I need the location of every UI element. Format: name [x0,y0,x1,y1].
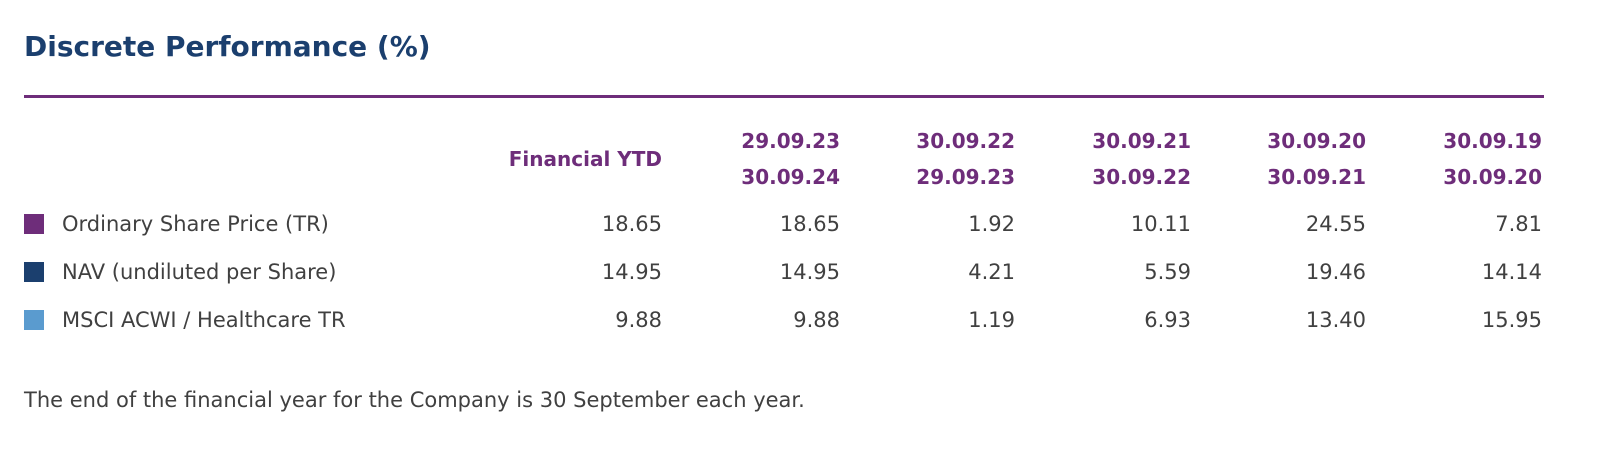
column-header-period-1: 29.09.23 30.09.24 [741,123,840,195]
page-title: Discrete Performance (%) [24,30,431,63]
table-row-ordinary-share-price: Ordinary Share Price (TR) 18.65 18.65 1.… [0,200,1600,248]
column-header-financial-ytd: Financial YTD [509,141,662,177]
row-label: NAV (undiluted per Share) [62,260,337,284]
period-end-date: 29.09.23 [916,165,1015,189]
period-end-date: 30.09.20 [1443,165,1542,189]
value-cell: 19.46 [1305,260,1366,284]
value-cell: 14.14 [1481,260,1542,284]
value-cell: 7.81 [1495,212,1542,236]
title-divider [24,95,1544,98]
value-cell: 18.65 [601,212,662,236]
footnote: The end of the financial year for the Co… [24,388,805,412]
value-cell: 1.92 [968,212,1015,236]
period-start-date: 30.09.19 [1443,129,1542,153]
period-end-date: 30.09.24 [741,165,840,189]
value-cell: 6.93 [1144,308,1191,332]
table-row-msci-acwi-healthcare: MSCI ACWI / Healthcare TR 9.88 9.88 1.19… [0,296,1600,344]
row-label: MSCI ACWI / Healthcare TR [62,308,346,332]
value-cell: 15.95 [1481,308,1542,332]
value-cell: 13.40 [1305,308,1366,332]
period-start-date: 30.09.21 [1092,129,1191,153]
value-cell: 9.88 [615,308,662,332]
column-header-period-5: 30.09.19 30.09.20 [1443,123,1542,195]
period-start-date: 30.09.20 [1267,129,1366,153]
period-start-date: 30.09.22 [916,129,1015,153]
value-cell: 1.19 [968,308,1015,332]
legend-swatch [24,262,44,282]
column-header-label: Financial YTD [508,147,662,171]
legend-swatch [24,310,44,330]
legend-swatch [24,214,44,234]
column-header-period-2: 30.09.22 29.09.23 [916,123,1015,195]
period-start-date: 29.09.23 [741,129,840,153]
value-cell: 24.55 [1305,212,1366,236]
row-label: Ordinary Share Price (TR) [62,212,329,236]
value-cell: 4.21 [968,260,1015,284]
value-cell: 14.95 [779,260,840,284]
value-cell: 18.65 [779,212,840,236]
value-cell: 14.95 [601,260,662,284]
value-cell: 5.59 [1144,260,1191,284]
column-header-period-3: 30.09.21 30.09.22 [1092,123,1191,195]
column-header-period-4: 30.09.20 30.09.21 [1267,123,1366,195]
value-cell: 10.11 [1130,212,1191,236]
period-end-date: 30.09.22 [1092,165,1191,189]
period-end-date: 30.09.21 [1267,165,1366,189]
table-row-nav: NAV (undiluted per Share) 14.95 14.95 4.… [0,248,1600,296]
value-cell: 9.88 [793,308,840,332]
